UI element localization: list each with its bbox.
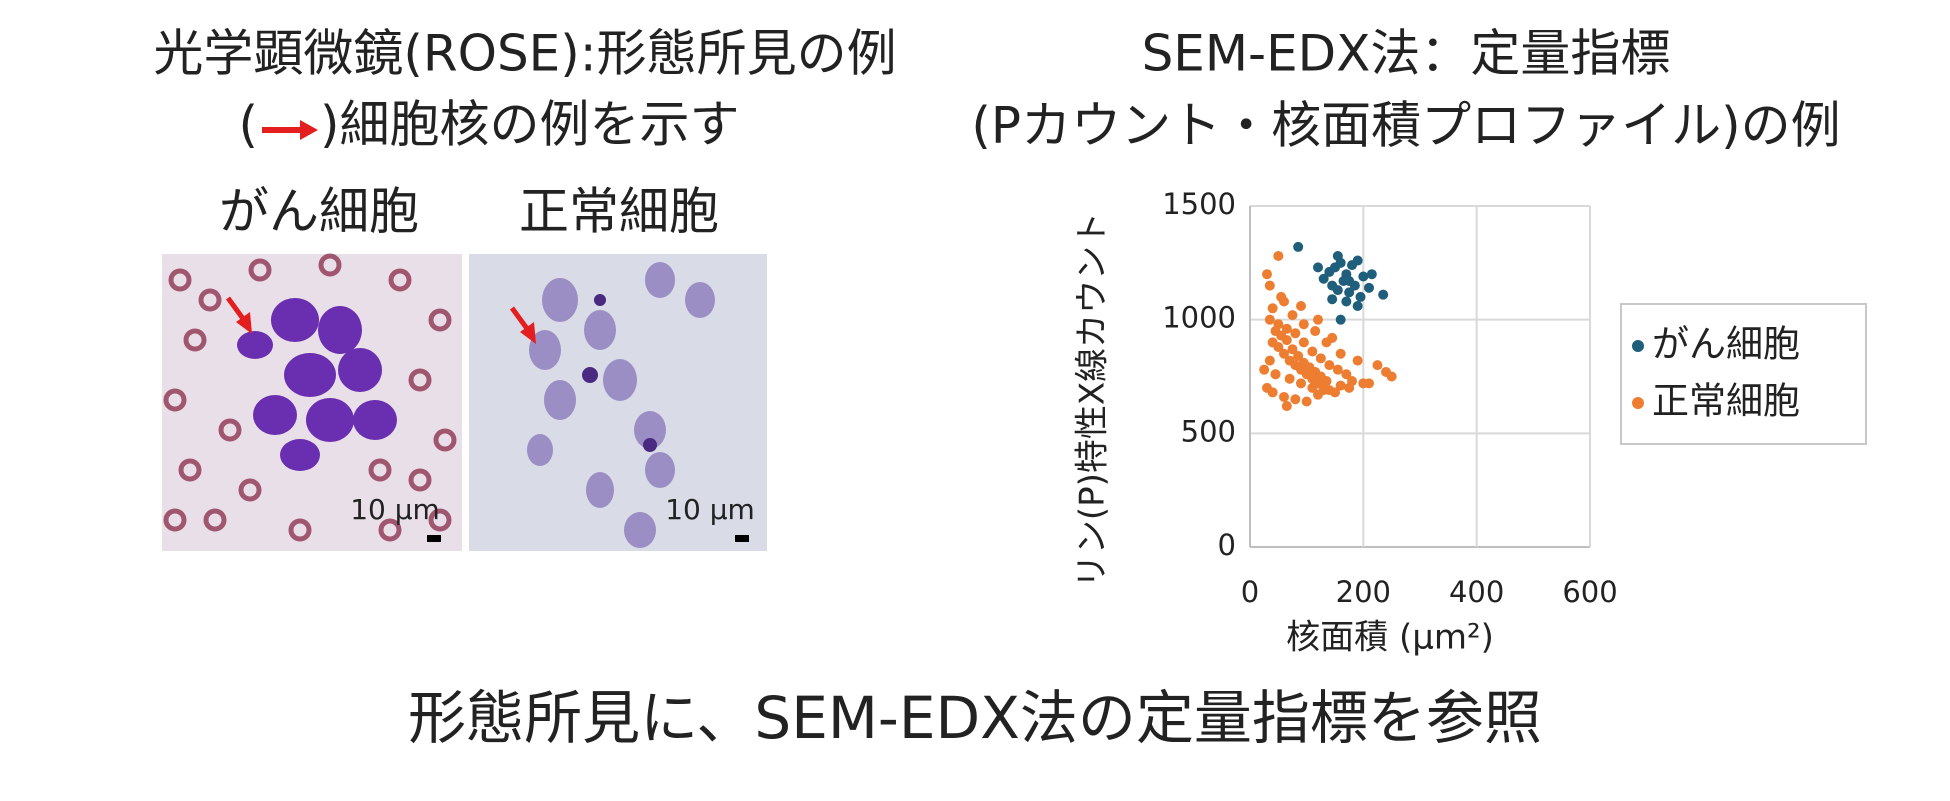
right-subtitle: (Pカウント・核面積プロファイル)の例: [971, 97, 1840, 155]
data-point: [1267, 387, 1278, 398]
data-point: [1264, 280, 1275, 291]
legend-marker: [1632, 397, 1644, 409]
data-point: [1341, 369, 1352, 380]
data-point: [1298, 319, 1309, 330]
left-subtitle-open: (: [238, 96, 258, 154]
data-point: [1262, 269, 1272, 280]
data-point: [1335, 314, 1346, 325]
data-point: [1381, 366, 1391, 377]
x-tick-label: 400: [1449, 575, 1504, 609]
data-point: [1313, 314, 1323, 325]
data-point: [1296, 301, 1306, 312]
scale-label: 10 µm: [665, 493, 755, 526]
y-axis-title: リン(P)特性X線カウント: [1073, 212, 1113, 588]
footer-caption: 形態所見に、SEM-EDX法の定量指標を参照: [408, 684, 1542, 752]
left-title: 光学顕微鏡(ROSE):形態所見の例: [153, 25, 896, 83]
x-tick-label: 0: [1241, 575, 1259, 609]
legend-label: 正常細胞: [1652, 380, 1800, 423]
data-point: [1293, 241, 1304, 252]
y-tick-label: 1500: [1162, 187, 1236, 221]
data-point: [1330, 387, 1340, 398]
data-point: [1344, 382, 1355, 393]
data-point: [1259, 364, 1270, 375]
data-point: [1290, 394, 1301, 405]
data-point: [1307, 346, 1318, 357]
data-point: [1352, 301, 1363, 312]
data-point: [1324, 266, 1335, 277]
x-axis-title: 核面積 (µm²): [1286, 618, 1494, 658]
data-point: [1318, 385, 1329, 396]
legend-label: がん細胞: [1652, 323, 1800, 366]
data-point: [1298, 337, 1309, 348]
data-point: [1264, 314, 1275, 325]
data-point: [1313, 262, 1323, 273]
data-point: [1321, 376, 1332, 387]
data-point: [1332, 364, 1343, 375]
data-point: [1344, 276, 1355, 287]
data-point: [1264, 355, 1275, 366]
data-point: [1324, 360, 1335, 371]
data-point: [1279, 296, 1289, 307]
y-tick-label: 0: [1218, 528, 1236, 562]
legend: [1620, 303, 1867, 445]
data-point: [1310, 326, 1321, 337]
data-point: [1279, 391, 1289, 402]
data-point: [1281, 335, 1292, 346]
red-arrow-icon: [262, 120, 318, 140]
data-point: [1332, 285, 1343, 296]
data-point: [1318, 273, 1329, 284]
data-point: [1327, 294, 1338, 305]
data-point: [1296, 378, 1306, 389]
data-point: [1287, 344, 1298, 355]
data-point: [1358, 271, 1369, 282]
scale-label: 10 µm: [350, 493, 440, 526]
data-point: [1293, 351, 1304, 362]
data-point: [1307, 382, 1318, 393]
data-point: [1281, 323, 1292, 334]
micrograph-normal: [469, 254, 767, 551]
image-label: 正常細胞: [519, 183, 719, 241]
data-point: [1352, 355, 1363, 366]
data-point: [1287, 310, 1298, 321]
left-subtitle: )細胞核の例を示す: [320, 96, 740, 154]
data-point: [1355, 291, 1366, 302]
data-point: [1352, 255, 1363, 266]
data-point: [1273, 319, 1284, 330]
data-point: [1335, 348, 1346, 359]
data-point: [1273, 251, 1284, 262]
data-point: [1341, 296, 1352, 307]
data-point: [1301, 396, 1312, 407]
data-point: [1332, 251, 1343, 262]
data-point: [1267, 303, 1278, 314]
data-point: [1335, 380, 1346, 391]
data-point: [1366, 269, 1377, 280]
data-point: [1273, 341, 1284, 352]
data-point: [1344, 287, 1355, 298]
data-point: [1364, 282, 1374, 293]
y-tick-label: 1000: [1162, 301, 1236, 335]
data-point: [1327, 332, 1338, 343]
data-point: [1279, 348, 1289, 359]
image-label: がん細胞: [219, 183, 419, 241]
data-point: [1281, 401, 1292, 412]
data-point: [1315, 353, 1326, 364]
data-point: [1372, 360, 1383, 371]
right-title: SEM-EDX法：定量指標: [1142, 25, 1671, 83]
data-point: [1290, 328, 1301, 339]
legend-marker: [1632, 340, 1644, 352]
x-tick-label: 600: [1562, 575, 1617, 609]
data-point: [1364, 378, 1374, 389]
data-point: [1284, 373, 1295, 384]
x-tick-label: 200: [1336, 575, 1391, 609]
data-point: [1378, 289, 1389, 300]
y-tick-label: 500: [1181, 414, 1236, 448]
micrograph-cancer: [162, 253, 462, 551]
data-point: [1270, 369, 1281, 380]
